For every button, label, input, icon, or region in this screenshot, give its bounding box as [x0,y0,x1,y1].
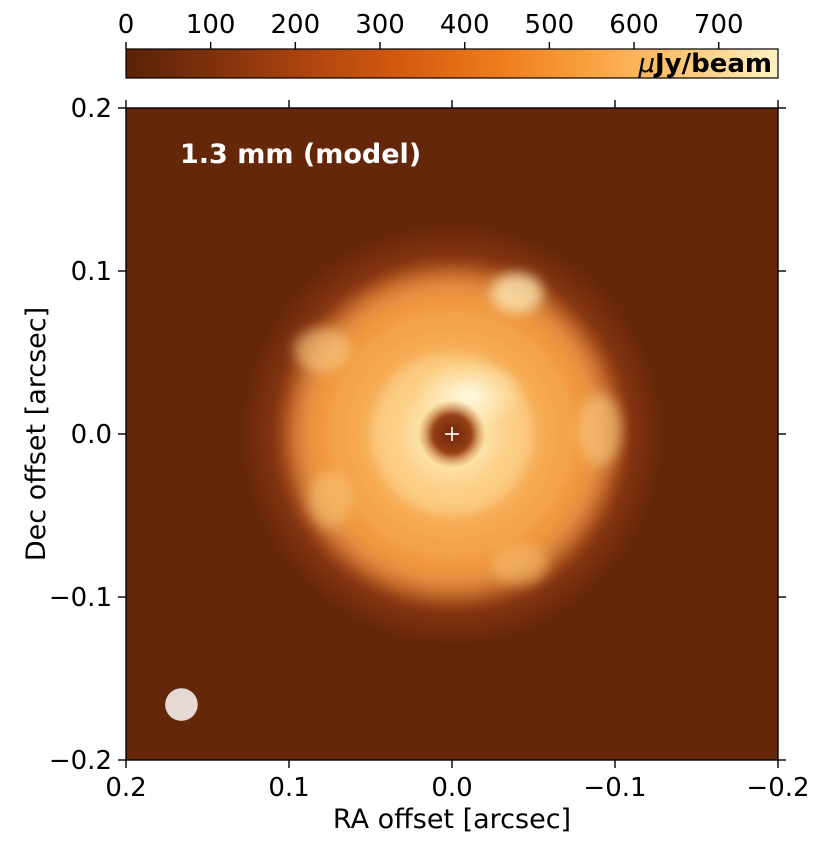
colorbar-tick-label: 500 [525,10,575,40]
colorbar-tick-label: 400 [440,10,490,40]
colorbar-tick-label: 600 [609,10,659,40]
y-axis-ticks: 0.2 0.1 0.0 −0.1 −0.2 [49,94,786,776]
ring-clumps [294,273,622,585]
image-panel: 1.3 mm (model) [126,108,778,760]
y-tick-label: −0.2 [49,746,112,776]
x-axis-label: RA offset [arcsec] [333,804,571,835]
x-tick-label: 0.1 [268,773,309,803]
y-tick-label: 0.2 [71,94,112,124]
colorbar-tick-label: 700 [694,10,744,40]
colorbar-unit-rest: Jy/beam [653,49,772,79]
colorbar-ticks: 0 100 200 300 400 500 600 700 [118,10,744,49]
y-tick-label: 0.0 [71,420,112,450]
x-axis-ticks: 0.2 0.1 0.0 −0.1 −0.2 [105,100,810,803]
y-axis-label: Dec offset [arcsec] [21,307,52,561]
panel-annotation: 1.3 mm (model) [180,139,421,170]
colorbar-tick-label: 200 [271,10,321,40]
beam-ellipse [165,688,198,721]
colorbar-tick-label: 300 [355,10,405,40]
star-marker [445,427,459,441]
x-tick-label: −0.1 [583,773,646,803]
colorbar-tick-label: 100 [186,10,236,40]
colorbar-tick-label: 0 [118,10,135,40]
y-tick-label: −0.1 [49,583,112,613]
x-tick-label: 0.0 [431,773,472,803]
x-tick-label: −0.2 [746,773,809,803]
x-tick-label: 0.2 [105,773,146,803]
colorbar-unit-prefix: μ [637,49,655,79]
y-tick-label: 0.1 [71,257,112,287]
colorbar-unit: μJy/beam [637,49,772,79]
colorbar [125,48,779,79]
